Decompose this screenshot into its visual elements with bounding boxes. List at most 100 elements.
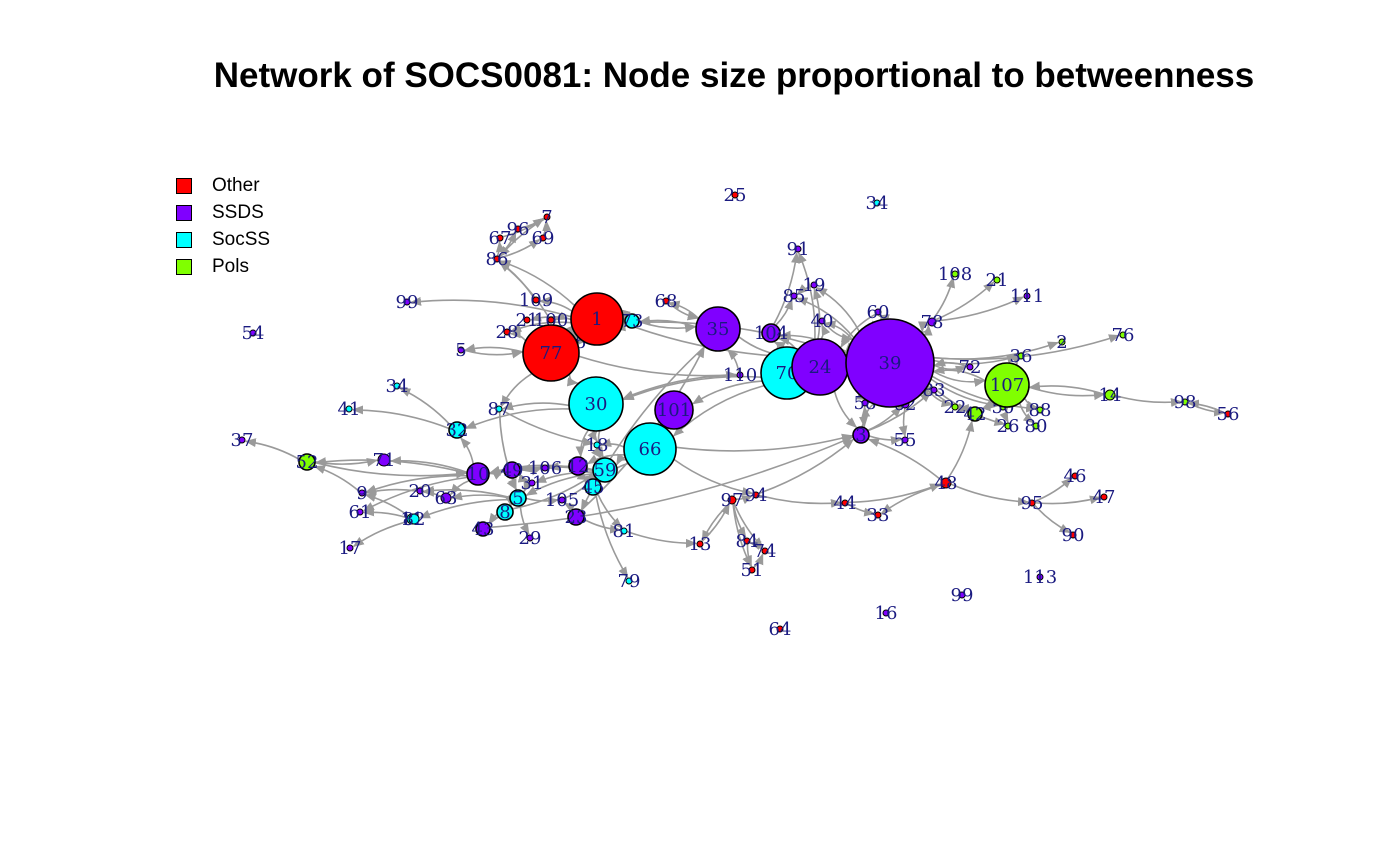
node-label: 63 (435, 488, 458, 509)
node-109: 109 (519, 290, 553, 311)
node-47: 47 (1093, 487, 1116, 508)
legend-swatch-pols (176, 258, 192, 275)
node-label: 33 (867, 505, 890, 526)
edge (950, 483, 1030, 507)
node-circle (620, 527, 628, 535)
node-label: 7 (541, 207, 552, 228)
node-91: 91 (787, 239, 810, 260)
edge (409, 296, 572, 318)
node-23: 23 (565, 507, 588, 528)
node-9: 9 (356, 483, 367, 504)
node-label: 45 (582, 477, 605, 498)
edge (351, 405, 450, 430)
node-32: 32 (446, 420, 469, 441)
node-66: 66 (623, 422, 677, 476)
node-label: 24 (809, 357, 832, 378)
node-label: 106 (528, 458, 562, 479)
legend-label: Other (212, 174, 260, 196)
node-67: 67 (489, 228, 512, 249)
node-label: 44 (834, 493, 857, 514)
node-label: 3 (855, 425, 866, 446)
edge (925, 387, 953, 408)
node-circle (1181, 398, 1189, 406)
node-95: 95 (1021, 493, 1044, 514)
node-108: 108 (938, 264, 972, 285)
node-label: 109 (519, 290, 553, 311)
node-label: 61 (349, 502, 372, 523)
node-circle (496, 234, 504, 242)
edge (595, 494, 629, 579)
node-circle (440, 492, 452, 504)
node-circle (503, 461, 521, 479)
node-94: 94 (745, 485, 768, 506)
edge (673, 458, 754, 496)
node-circle (475, 521, 491, 537)
node-label: 16 (875, 603, 898, 624)
node-label: 71 (373, 450, 396, 471)
edge (422, 487, 442, 498)
node-label: 104 (754, 323, 788, 344)
node-99: 99 (396, 292, 419, 313)
node-label: 30 (585, 394, 608, 415)
node-label: 86 (486, 249, 509, 270)
node-label: 82 (403, 509, 426, 530)
edge (979, 399, 991, 412)
edge (933, 341, 1060, 360)
node-circle (852, 426, 870, 444)
node-label: 91 (787, 239, 810, 260)
node-label: 105 (545, 490, 579, 511)
node-68: 68 (655, 291, 678, 312)
node-106: 106 (528, 458, 562, 479)
edge (753, 553, 764, 569)
node-label: 66 (639, 439, 662, 460)
node-label: 20 (409, 481, 432, 502)
edge (935, 296, 1025, 322)
node-circle (408, 513, 420, 525)
edge (498, 261, 550, 319)
node-33: 33 (867, 505, 890, 526)
node-label: 64 (769, 619, 792, 640)
node-25: 25 (724, 185, 747, 206)
node-label: 42 (964, 404, 987, 425)
edge (847, 503, 876, 517)
node-51: 51 (741, 560, 764, 581)
node-22: 22 (944, 397, 967, 418)
node-69: 69 (532, 228, 555, 249)
edge (314, 458, 379, 467)
edge (701, 503, 730, 543)
legend-swatch-other (176, 177, 192, 194)
node-label: 48 (935, 473, 958, 494)
node-label: 108 (938, 264, 972, 285)
node-circle (522, 324, 580, 382)
node-circle (568, 456, 588, 476)
node-60: 60 (867, 302, 890, 323)
node-circle (841, 499, 849, 507)
node-circle (810, 281, 818, 289)
node-label: 74 (754, 541, 777, 562)
node-2: 2 (1056, 332, 1067, 353)
edge (616, 453, 627, 466)
node-label: 77 (540, 343, 563, 364)
node-74: 74 (754, 541, 777, 562)
edge (638, 320, 697, 333)
node-circle (547, 316, 555, 324)
node-42: 42 (964, 404, 987, 425)
edge (512, 474, 594, 510)
node-16: 16 (875, 603, 898, 624)
node-37: 37 (231, 430, 254, 451)
node-5: 5 (455, 340, 466, 361)
node-34: 34 (386, 376, 409, 397)
edge (797, 251, 816, 340)
edge (566, 373, 579, 387)
edge (1034, 477, 1073, 503)
edge (364, 486, 418, 496)
node-circle (541, 464, 549, 472)
node-circle (951, 403, 959, 411)
legend-label: SSDS (212, 201, 264, 223)
node-label: 56 (1217, 404, 1240, 425)
node-circle (845, 318, 935, 408)
node-101: 101 (654, 390, 694, 430)
node-77: 77 (522, 324, 580, 382)
edge (1028, 381, 1106, 396)
